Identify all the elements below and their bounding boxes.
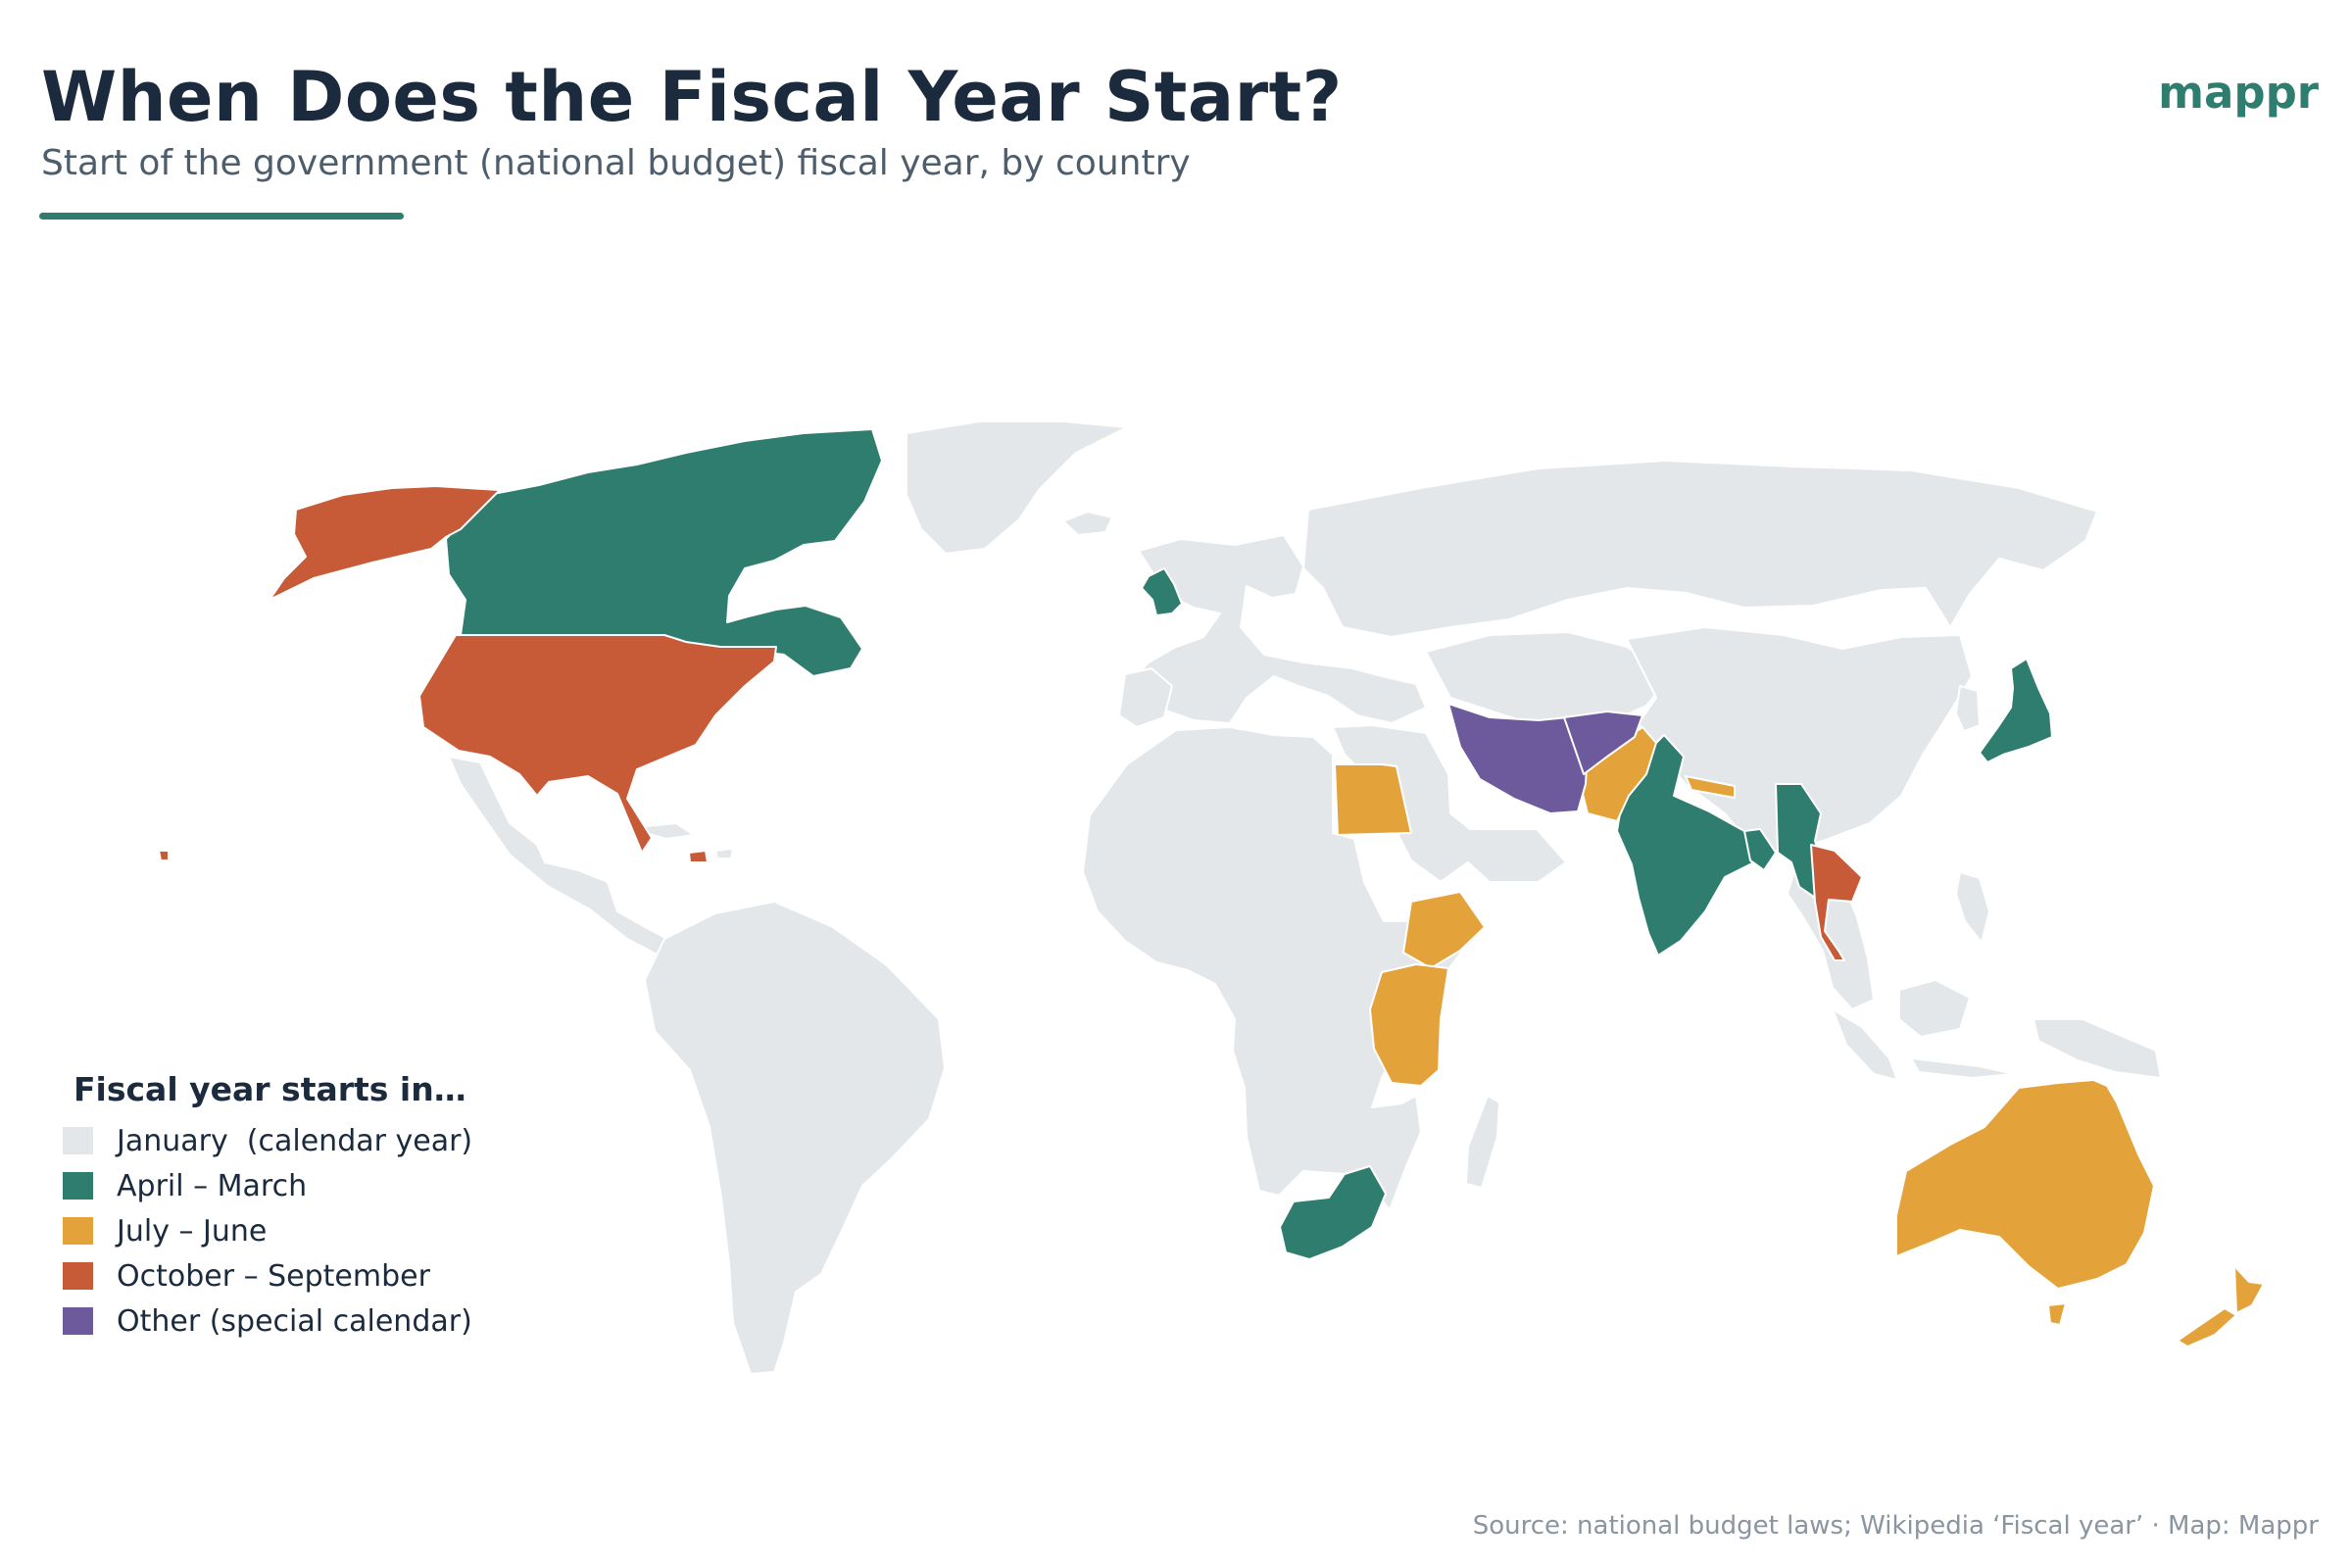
region-iran — [1447, 703, 1589, 814]
region-afghanistan — [1563, 710, 1643, 775]
region-madagascar — [1465, 1095, 1500, 1189]
legend-label-july-june: July – June — [117, 1213, 268, 1249]
brand-logo: mappr — [2158, 67, 2319, 119]
legend-label-january: January (calendar year) — [117, 1123, 473, 1158]
region-usa — [418, 634, 777, 854]
legend: Fiscal year starts in… January (calendar… — [63, 1070, 472, 1344]
legend-item-july-june: July – June — [63, 1208, 472, 1253]
legend-swatch-october-september — [63, 1262, 93, 1290]
region-nepal — [1685, 775, 1736, 799]
region-south-africa — [1279, 1165, 1387, 1260]
region-mexico-central-america — [448, 756, 687, 959]
source-credit: Source: national budget laws; Wikipedia … — [1472, 1511, 2319, 1541]
page-title: When Does the Fiscal Year Start? — [41, 57, 1343, 137]
legend-item-april-march: April – March — [63, 1163, 472, 1208]
region-iceland — [1062, 511, 1113, 536]
legend-swatch-january — [63, 1127, 93, 1154]
region-new-zealand-south — [2177, 1307, 2237, 1348]
legend-label-october-september: October – September — [117, 1258, 430, 1294]
region-ethiopia — [1402, 891, 1486, 969]
region-bangladesh — [1743, 828, 1777, 871]
region-australia — [1895, 1079, 2155, 1290]
region-egypt — [1334, 763, 1412, 836]
region-europe — [1126, 534, 1427, 724]
region-greenland — [906, 420, 1128, 555]
legend-label-other: Other (special calendar) — [117, 1303, 472, 1339]
legend-swatch-april-march — [63, 1172, 93, 1200]
region-haiti — [688, 850, 709, 863]
region-russia — [1302, 460, 2098, 638]
region-alaska — [269, 485, 501, 601]
region-new-guinea — [2033, 1018, 2162, 1079]
region-java — [1910, 1057, 2015, 1079]
region-india — [1616, 734, 1755, 956]
accent-rule — [39, 213, 404, 220]
map-other — [1447, 703, 1643, 814]
legend-item-october-september: October – September — [63, 1253, 472, 1298]
legend-swatch-other — [63, 1307, 93, 1335]
region-borneo — [1898, 979, 1971, 1038]
map-april-march — [445, 428, 2053, 1260]
map-january — [448, 420, 2162, 1375]
map-july-june — [1334, 726, 2265, 1348]
region-africa-north-west — [1082, 726, 1481, 1211]
legend-title: Fiscal year starts in… — [74, 1070, 466, 1108]
region-japan — [1979, 658, 2053, 763]
map-october-september — [158, 485, 1863, 961]
legend-item-january: January (calendar year) — [63, 1118, 472, 1163]
region-new-zealand — [2233, 1265, 2265, 1314]
region-philippines — [1955, 871, 1990, 944]
region-thailand — [1810, 844, 1863, 961]
region-kenya-tanzania-uganda — [1369, 963, 1449, 1087]
region-korea — [1955, 685, 1981, 732]
region-south-america — [644, 901, 946, 1375]
region-iberia — [1118, 667, 1173, 728]
legend-swatch-july-june — [63, 1217, 93, 1245]
page-subtitle: Start of the government (national budget… — [41, 143, 1191, 183]
region-sumatra — [1832, 1008, 1898, 1081]
legend-label-april-march: April – March — [117, 1168, 308, 1203]
region-uk — [1141, 567, 1183, 616]
region-hawaii — [158, 850, 170, 861]
region-caribbean-2 — [714, 848, 734, 859]
legend-item-other: Other (special calendar) — [63, 1298, 472, 1344]
region-tasmania — [2047, 1302, 2067, 1326]
